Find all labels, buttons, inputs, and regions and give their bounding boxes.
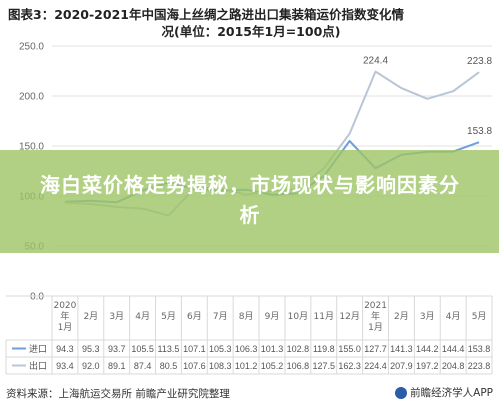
table-cell: 144.2 xyxy=(416,344,439,354)
table-cell: 93.4 xyxy=(56,361,74,371)
table-cell: 94.3 xyxy=(56,344,74,354)
y-tick-label: 0.0 xyxy=(30,292,44,303)
legend-label: 出口 xyxy=(29,360,47,371)
table-cell: 108.3 xyxy=(209,361,232,371)
table-cell: 204.8 xyxy=(442,361,465,371)
x-category-label: 5月 xyxy=(161,311,176,322)
brand: 前瞻经济学人APP xyxy=(395,385,493,400)
x-category-label: 10月 xyxy=(288,311,308,322)
x-category-label: 2月 xyxy=(83,311,98,322)
table-cell: 105.2 xyxy=(261,361,284,371)
table-cell: 101.3 xyxy=(261,344,284,354)
x-category-label: 9月 xyxy=(265,311,280,322)
x-category-label: 3月 xyxy=(109,311,124,322)
table-cell: 223.8 xyxy=(468,361,491,371)
table-cell: 224.4 xyxy=(364,361,387,371)
x-category-label: 2020 年 1月 xyxy=(53,301,76,333)
source-note: 资料来源：上海航运交易所 前瞻产业研究院整理 xyxy=(6,388,230,400)
table-cell: 95.3 xyxy=(82,344,100,354)
data-label: 224.4 xyxy=(363,56,388,67)
table-cell: 105.3 xyxy=(209,344,232,354)
table-cell: 102.8 xyxy=(287,344,310,354)
overlay-banner: 海白菜价格走势揭秘，市场现状与影响因素分析 xyxy=(0,150,499,253)
table-cell: 101.2 xyxy=(235,361,258,371)
data-label: 223.8 xyxy=(467,56,492,67)
table-cell: 127.7 xyxy=(364,344,387,354)
x-category-label: 5月 xyxy=(472,311,487,322)
table-cell: 162.3 xyxy=(338,361,361,371)
table-cell: 107.1 xyxy=(183,344,206,354)
table-cell: 93.7 xyxy=(108,344,126,354)
table-cell: 106.3 xyxy=(235,344,258,354)
table-cell: 107.6 xyxy=(183,361,206,371)
x-category-label: 12月 xyxy=(339,311,359,322)
table-cell: 89.1 xyxy=(108,361,126,371)
x-category-label: 2021 年 1月 xyxy=(364,301,387,333)
table-cell: 92.0 xyxy=(82,361,100,371)
x-category-label: 2月 xyxy=(394,311,409,322)
x-category-label: 4月 xyxy=(446,311,461,322)
brand-name: 前瞻经济学人APP xyxy=(410,387,493,399)
x-category-label: 7月 xyxy=(213,311,228,322)
legend-label: 进口 xyxy=(29,344,47,354)
chart-title-line1: 图表3：2020-2021年中国海上丝绸之路进出口集装箱运价指数变化情 xyxy=(8,7,404,22)
table-cell: 141.3 xyxy=(390,344,413,354)
table-cell: 197.2 xyxy=(416,361,439,371)
data-label: 153.8 xyxy=(467,126,492,137)
overlay-title: 海白菜价格走势揭秘，市场现状与影响因素分析 xyxy=(40,173,460,227)
table-cell: 113.5 xyxy=(158,344,180,354)
x-category-label: 4月 xyxy=(135,311,150,322)
table-cell: 119.8 xyxy=(313,344,335,354)
chart-title-line2: 况(单位：2015年1月=100点) xyxy=(161,24,341,39)
chart-title: 图表3：2020-2021年中国海上丝绸之路进出口集装箱运价指数变化情 况(单位… xyxy=(8,6,494,40)
y-tick-label: 200.0 xyxy=(19,92,44,103)
table-cell: 127.5 xyxy=(312,361,335,371)
x-category-label: 6月 xyxy=(187,311,202,322)
table-cell: 106.8 xyxy=(287,361,310,371)
table-cell: 155.0 xyxy=(338,344,361,354)
table-cell: 105.5 xyxy=(131,344,154,354)
x-category-label: 11月 xyxy=(314,311,334,322)
x-category-label: 3月 xyxy=(420,311,435,322)
table-cell: 207.9 xyxy=(390,361,413,371)
y-tick-label: 250.0 xyxy=(19,42,44,53)
table-cell: 144.4 xyxy=(442,344,465,354)
brand-logo-icon xyxy=(395,386,408,399)
table-cell: 87.4 xyxy=(134,361,152,371)
x-category-label: 8月 xyxy=(239,311,254,322)
table-cell: 80.5 xyxy=(160,361,178,371)
y-tick-label: 150.0 xyxy=(19,142,44,153)
table-cell: 153.8 xyxy=(468,344,491,354)
